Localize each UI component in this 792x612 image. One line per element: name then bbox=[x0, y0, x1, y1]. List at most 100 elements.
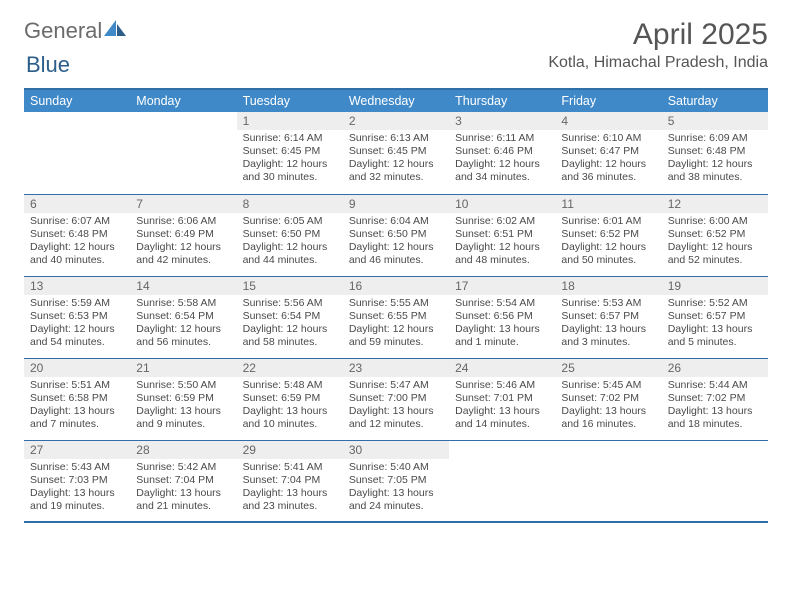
sunset-text: Sunset: 6:54 PM bbox=[243, 310, 337, 323]
daylight-text: Daylight: 12 hours and 58 minutes. bbox=[243, 323, 337, 349]
day-cell: 10Sunrise: 6:02 AMSunset: 6:51 PMDayligh… bbox=[449, 194, 555, 276]
day-cell: 25Sunrise: 5:45 AMSunset: 7:02 PMDayligh… bbox=[555, 358, 661, 440]
sunrise-text: Sunrise: 6:02 AM bbox=[455, 215, 549, 228]
sunrise-text: Sunrise: 6:07 AM bbox=[30, 215, 124, 228]
day-cell: 30Sunrise: 5:40 AMSunset: 7:05 PMDayligh… bbox=[343, 440, 449, 522]
week-row: 13Sunrise: 5:59 AMSunset: 6:53 PMDayligh… bbox=[24, 276, 768, 358]
daylight-text: Daylight: 13 hours and 21 minutes. bbox=[136, 487, 230, 513]
day-cell: 15Sunrise: 5:56 AMSunset: 6:54 PMDayligh… bbox=[237, 276, 343, 358]
week-row: 27Sunrise: 5:43 AMSunset: 7:03 PMDayligh… bbox=[24, 440, 768, 522]
day-number: 8 bbox=[237, 195, 343, 213]
sunset-text: Sunset: 6:50 PM bbox=[243, 228, 337, 241]
day-info: Sunrise: 6:10 AMSunset: 6:47 PMDaylight:… bbox=[555, 130, 661, 188]
day-info: Sunrise: 5:53 AMSunset: 6:57 PMDaylight:… bbox=[555, 295, 661, 353]
day-cell: 21Sunrise: 5:50 AMSunset: 6:59 PMDayligh… bbox=[130, 358, 236, 440]
daylight-text: Daylight: 13 hours and 16 minutes. bbox=[561, 405, 655, 431]
sunset-text: Sunset: 7:00 PM bbox=[349, 392, 443, 405]
sunrise-text: Sunrise: 5:46 AM bbox=[455, 379, 549, 392]
day-cell: 22Sunrise: 5:48 AMSunset: 6:59 PMDayligh… bbox=[237, 358, 343, 440]
day-number: 21 bbox=[130, 359, 236, 377]
day-cell bbox=[555, 440, 661, 522]
day-number: 3 bbox=[449, 112, 555, 130]
day-info: Sunrise: 5:59 AMSunset: 6:53 PMDaylight:… bbox=[24, 295, 130, 353]
daylight-text: Daylight: 12 hours and 30 minutes. bbox=[243, 158, 337, 184]
day-cell: 2 Sunrise: 6:13 AMSunset: 6:45 PMDaylight… bbox=[343, 112, 449, 194]
sunrise-text: Sunrise: 6:04 AM bbox=[349, 215, 443, 228]
daylight-text: Daylight: 13 hours and 9 minutes. bbox=[136, 405, 230, 431]
daylight-text: Daylight: 12 hours and 42 minutes. bbox=[136, 241, 230, 267]
day-info: Sunrise: 5:52 AMSunset: 6:57 PMDaylight:… bbox=[662, 295, 768, 353]
sunrise-text: Sunrise: 5:43 AM bbox=[30, 461, 124, 474]
day-info: Sunrise: 5:54 AMSunset: 6:56 PMDaylight:… bbox=[449, 295, 555, 353]
day-number: 26 bbox=[662, 359, 768, 377]
col-wednesday: Wednesday bbox=[343, 89, 449, 112]
sunrise-text: Sunrise: 5:44 AM bbox=[668, 379, 762, 392]
sunrise-text: Sunrise: 5:55 AM bbox=[349, 297, 443, 310]
day-info: Sunrise: 6:11 AMSunset: 6:46 PMDaylight:… bbox=[449, 130, 555, 188]
day-number: 25 bbox=[555, 359, 661, 377]
day-number: 7 bbox=[130, 195, 236, 213]
sunrise-text: Sunrise: 6:11 AM bbox=[455, 132, 549, 145]
day-number: 18 bbox=[555, 277, 661, 295]
daylight-text: Daylight: 12 hours and 32 minutes. bbox=[349, 158, 443, 184]
day-info: Sunrise: 5:51 AMSunset: 6:58 PMDaylight:… bbox=[24, 377, 130, 435]
sunrise-text: Sunrise: 6:06 AM bbox=[136, 215, 230, 228]
sunrise-text: Sunrise: 6:13 AM bbox=[349, 132, 443, 145]
sail-icon bbox=[104, 20, 126, 43]
day-number: 27 bbox=[24, 441, 130, 459]
daylight-text: Daylight: 13 hours and 18 minutes. bbox=[668, 405, 762, 431]
day-number: 14 bbox=[130, 277, 236, 295]
sunrise-text: Sunrise: 5:53 AM bbox=[561, 297, 655, 310]
day-number: 28 bbox=[130, 441, 236, 459]
sunset-text: Sunset: 6:52 PM bbox=[561, 228, 655, 241]
daylight-text: Daylight: 12 hours and 36 minutes. bbox=[561, 158, 655, 184]
day-info: Sunrise: 5:46 AMSunset: 7:01 PMDaylight:… bbox=[449, 377, 555, 435]
sunset-text: Sunset: 7:01 PM bbox=[455, 392, 549, 405]
day-cell: 14Sunrise: 5:58 AMSunset: 6:54 PMDayligh… bbox=[130, 276, 236, 358]
sunrise-text: Sunrise: 6:05 AM bbox=[243, 215, 337, 228]
daylight-text: Daylight: 13 hours and 12 minutes. bbox=[349, 405, 443, 431]
day-cell: 3Sunrise: 6:11 AMSunset: 6:46 PMDaylight… bbox=[449, 112, 555, 194]
day-cell bbox=[24, 112, 130, 194]
daylight-text: Daylight: 12 hours and 50 minutes. bbox=[561, 241, 655, 267]
sunrise-text: Sunrise: 6:09 AM bbox=[668, 132, 762, 145]
day-number: 23 bbox=[343, 359, 449, 377]
sunset-text: Sunset: 6:48 PM bbox=[668, 145, 762, 158]
day-info: Sunrise: 5:43 AMSunset: 7:03 PMDaylight:… bbox=[24, 459, 130, 517]
day-cell: 12Sunrise: 6:00 AMSunset: 6:52 PMDayligh… bbox=[662, 194, 768, 276]
day-info: Sunrise: 6:04 AMSunset: 6:50 PMDaylight:… bbox=[343, 213, 449, 271]
day-cell: 1Sunrise: 6:14 AMSunset: 6:45 PMDaylight… bbox=[237, 112, 343, 194]
sunset-text: Sunset: 6:49 PM bbox=[136, 228, 230, 241]
daylight-text: Daylight: 13 hours and 14 minutes. bbox=[455, 405, 549, 431]
sunset-text: Sunset: 7:03 PM bbox=[30, 474, 124, 487]
daylight-text: Daylight: 13 hours and 5 minutes. bbox=[668, 323, 762, 349]
day-number: 2 bbox=[343, 112, 449, 130]
daylight-text: Daylight: 13 hours and 3 minutes. bbox=[561, 323, 655, 349]
day-cell: 18Sunrise: 5:53 AMSunset: 6:57 PMDayligh… bbox=[555, 276, 661, 358]
sunrise-text: Sunrise: 6:00 AM bbox=[668, 215, 762, 228]
day-info: Sunrise: 5:50 AMSunset: 6:59 PMDaylight:… bbox=[130, 377, 236, 435]
col-friday: Friday bbox=[555, 89, 661, 112]
day-cell: 19Sunrise: 5:52 AMSunset: 6:57 PMDayligh… bbox=[662, 276, 768, 358]
sunset-text: Sunset: 6:52 PM bbox=[668, 228, 762, 241]
sunrise-text: Sunrise: 5:48 AM bbox=[243, 379, 337, 392]
sunset-text: Sunset: 6:56 PM bbox=[455, 310, 549, 323]
sunrise-text: Sunrise: 5:56 AM bbox=[243, 297, 337, 310]
daylight-text: Daylight: 12 hours and 48 minutes. bbox=[455, 241, 549, 267]
day-cell: 24Sunrise: 5:46 AMSunset: 7:01 PMDayligh… bbox=[449, 358, 555, 440]
day-cell: 13Sunrise: 5:59 AMSunset: 6:53 PMDayligh… bbox=[24, 276, 130, 358]
calendar-page: General April 2025 Kotla, Himachal Prade… bbox=[0, 0, 792, 533]
sunrise-text: Sunrise: 5:41 AM bbox=[243, 461, 337, 474]
sunset-text: Sunset: 6:45 PM bbox=[349, 145, 443, 158]
day-number: 22 bbox=[237, 359, 343, 377]
day-number: 24 bbox=[449, 359, 555, 377]
day-number: 17 bbox=[449, 277, 555, 295]
day-number: 9 bbox=[343, 195, 449, 213]
sunset-text: Sunset: 6:46 PM bbox=[455, 145, 549, 158]
day-info: Sunrise: 5:42 AMSunset: 7:04 PMDaylight:… bbox=[130, 459, 236, 517]
day-info: Sunrise: 6:09 AMSunset: 6:48 PMDaylight:… bbox=[662, 130, 768, 188]
daylight-text: Daylight: 12 hours and 52 minutes. bbox=[668, 241, 762, 267]
brand-left: General bbox=[24, 18, 102, 44]
sunset-text: Sunset: 7:04 PM bbox=[243, 474, 337, 487]
day-cell: 8Sunrise: 6:05 AMSunset: 6:50 PMDaylight… bbox=[237, 194, 343, 276]
